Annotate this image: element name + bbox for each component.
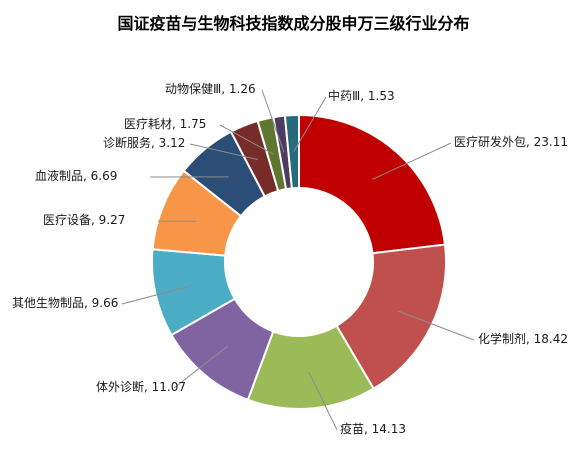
data-label-10: 中药Ⅲ, 1.53 — [328, 88, 395, 103]
data-label-3: 体外诊断, 11.07 — [96, 379, 186, 394]
chart-title: 国证疫苗与生物科技指数成分股申万三级行业分布 — [117, 14, 470, 33]
leader-line-8 — [219, 124, 275, 155]
slice-0 — [298, 113, 447, 255]
data-label-7: 诊断服务, 3.12 — [103, 135, 185, 150]
data-label-4: 其他生物制品, 9.66 — [12, 296, 118, 310]
leader-line-10 — [293, 96, 327, 152]
data-label-0: 医疗研发外包, 23.11 — [454, 134, 568, 149]
leader-line-9 — [261, 89, 285, 153]
slice-1 — [335, 243, 447, 391]
leader-line-0 — [372, 142, 452, 180]
data-label-5: 医疗设备, 9.27 — [43, 213, 125, 227]
data-label-1: 化学制剂, 18.42 — [478, 331, 568, 346]
slice-10 — [283, 113, 300, 190]
leader-line-3 — [173, 345, 228, 389]
data-label-2: 疫苗, 14.13 — [340, 421, 406, 436]
leader-line-2 — [308, 371, 338, 431]
data-label-8: 医疗耗材, 1.75 — [124, 117, 206, 131]
data-label-9: 动物保健Ⅲ, 1.26 — [165, 82, 256, 96]
leader-line-4 — [121, 285, 192, 305]
leader-line-7 — [189, 143, 258, 161]
data-label-6: 血液制品, 6.69 — [35, 168, 117, 183]
leader-line-1 — [397, 310, 475, 341]
